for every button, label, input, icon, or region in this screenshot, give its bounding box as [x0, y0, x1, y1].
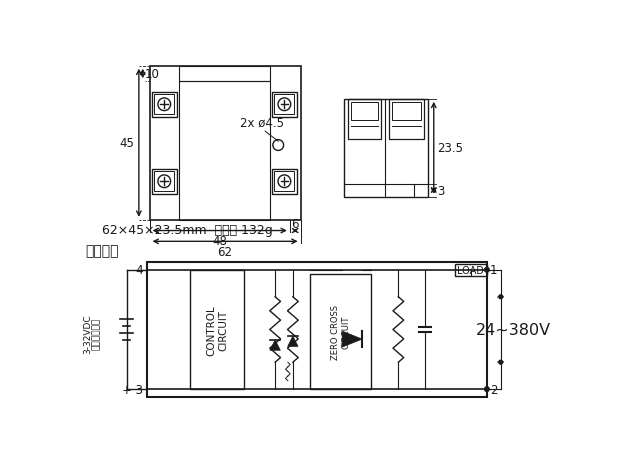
Text: ~: ~ — [496, 292, 506, 302]
Polygon shape — [342, 331, 362, 347]
Text: 接受控制信号: 接受控制信号 — [92, 318, 101, 350]
Text: 48: 48 — [212, 235, 227, 248]
Text: 2x ø4.5: 2x ø4.5 — [240, 116, 284, 129]
Text: 2: 2 — [490, 383, 497, 396]
Text: ZERO CROSS
CIRCUIT: ZERO CROSS CIRCUIT — [331, 304, 350, 359]
Text: 45: 45 — [119, 137, 134, 150]
Text: - 4: - 4 — [128, 264, 143, 277]
Text: 62: 62 — [218, 246, 232, 258]
Circle shape — [499, 360, 502, 364]
Text: CONTROL
CIRCUIT: CONTROL CIRCUIT — [206, 304, 228, 355]
Polygon shape — [287, 336, 298, 347]
Circle shape — [499, 295, 502, 299]
Text: 24~380V: 24~380V — [476, 322, 551, 337]
Text: LOAD: LOAD — [457, 265, 484, 275]
Text: 62×45×23.5mm  重量： 132g: 62×45×23.5mm 重量： 132g — [102, 224, 273, 237]
Text: 3: 3 — [437, 184, 444, 197]
Text: 23.5: 23.5 — [437, 142, 463, 155]
Text: + 3: + 3 — [122, 383, 143, 396]
Text: 1: 1 — [490, 264, 497, 277]
Circle shape — [485, 268, 489, 273]
Text: ~: ~ — [496, 358, 506, 367]
Text: 6: 6 — [292, 217, 299, 230]
Text: 接线图：: 接线图： — [85, 244, 119, 258]
Circle shape — [485, 387, 489, 392]
Polygon shape — [270, 340, 281, 351]
Text: 3-32VDC: 3-32VDC — [83, 314, 93, 353]
Text: 10: 10 — [145, 68, 160, 81]
